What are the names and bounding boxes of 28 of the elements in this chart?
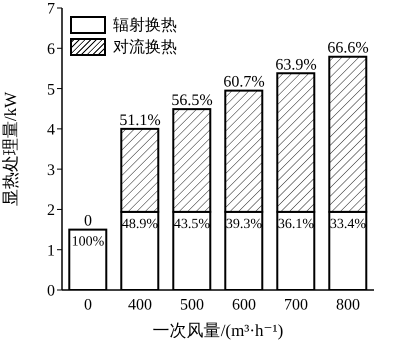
- y-tick-label: 6: [47, 40, 55, 58]
- x-tick-label: 500: [180, 296, 204, 314]
- x-tick-label: 700: [284, 296, 308, 314]
- annotation: 51.1%: [119, 112, 161, 129]
- x-tick-label: 400: [128, 296, 152, 314]
- annotation: 56.5%: [171, 92, 213, 110]
- y-tick-label: 0: [47, 282, 55, 300]
- annotation: 66.6%: [327, 40, 369, 57]
- y-tick-label: 7: [47, 0, 55, 18]
- legend-label: 对流换热: [113, 38, 177, 58]
- annotation: 33.4%: [330, 216, 366, 232]
- y-tick-label: 4: [47, 122, 55, 139]
- annotation: 36.1%: [278, 216, 314, 232]
- x-tick-label: 600: [232, 296, 256, 314]
- x-axis-title: 一次风量/(m³·h⁻¹): [152, 321, 284, 340]
- annotation: 0: [84, 212, 92, 230]
- y-tick-label: 3: [47, 162, 55, 179]
- annotation: 39.3%: [226, 216, 262, 232]
- annotation: 63.9%: [275, 56, 317, 74]
- y-tick-label: 2: [47, 202, 55, 220]
- annotation: 60.7%: [223, 74, 265, 91]
- annotation: 100%: [72, 234, 105, 250]
- y-tick-label: 5: [47, 81, 55, 98]
- x-tick-label: 800: [336, 296, 360, 314]
- legend-label: 辐射换热: [113, 16, 177, 36]
- x-tick-label: 0: [84, 296, 92, 314]
- y-tick-label: 1: [47, 242, 55, 260]
- y-axis-title: 显热处理量/kW: [1, 90, 20, 206]
